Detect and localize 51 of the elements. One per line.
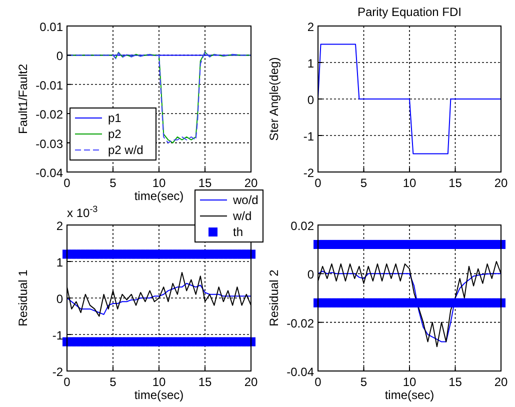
y-axis-title: Residual 1: [16, 269, 30, 326]
y-tick-label: -0.02: [36, 108, 64, 122]
y-tick-label: -2: [303, 166, 314, 180]
x-tick-label: 15: [198, 176, 212, 190]
y-tick-label: -0.02: [286, 316, 314, 330]
y-tick-label: -0.01: [36, 78, 64, 92]
x-tick-label: 10: [152, 176, 166, 190]
y-tick-label: -0.03: [36, 136, 64, 151]
legend-label: w/d: [232, 209, 252, 223]
x-axis-title: time(sec): [134, 388, 184, 402]
y-axis-title: Fault1/Fault2: [16, 64, 30, 134]
y-tick-label: 0: [307, 268, 314, 282]
x-tick-label: 5: [110, 375, 117, 389]
y-tick-label: 2: [56, 219, 64, 233]
x-tick-label: 10: [402, 375, 416, 389]
x-tick-label: 15: [448, 375, 462, 389]
y-tick-label: 0: [56, 292, 64, 306]
legend-label: th: [233, 225, 244, 239]
x-tick-label: 20: [494, 176, 508, 190]
legend-label: p2: [108, 127, 122, 141]
x-tick-label: 5: [360, 176, 368, 190]
y-tick-label: -0.04: [36, 166, 64, 180]
x-tick-label: 20: [244, 176, 258, 190]
y-tick-label: 0.01: [40, 20, 64, 34]
legend-label: p2 w/d: [108, 143, 144, 157]
x-tick-label: 15: [198, 375, 212, 389]
x-tick-label: 5: [110, 176, 117, 190]
y-tick-label: -1: [303, 130, 314, 144]
x-tick-label: 15: [448, 176, 462, 190]
x-axis-title: time(sec): [384, 388, 434, 402]
y-axis-title: Ster Angle(deg): [267, 57, 281, 141]
legend-label: wo/d: [232, 193, 258, 207]
y-tick-label: 2: [307, 20, 314, 34]
x-axis-title: time(sec): [134, 189, 184, 203]
x-tick-label: 5: [360, 375, 368, 389]
y-tick-label: -1: [52, 328, 64, 342]
y-tick-label: -0.04: [286, 365, 314, 379]
x-tick-label: 10: [152, 375, 166, 389]
y-tick-label: 0: [56, 49, 64, 64]
chart-title: Parity Equation FDI: [357, 5, 462, 19]
y-tick-label: 0.02: [290, 219, 314, 233]
x-tick-label: 20: [244, 375, 258, 389]
y-tick-label: 1: [307, 56, 314, 70]
x-tick-label: 20: [494, 375, 508, 389]
y-tick-label: -2: [52, 365, 64, 379]
x-tick-label: 10: [402, 176, 416, 190]
text: x 10$^{-3}$: [67, 204, 98, 220]
y-tick-label: 0: [307, 93, 314, 107]
y-tick-label: 1: [56, 256, 64, 270]
legend-label: p1: [108, 111, 122, 125]
y-axis-title: Residual 2: [267, 269, 281, 326]
